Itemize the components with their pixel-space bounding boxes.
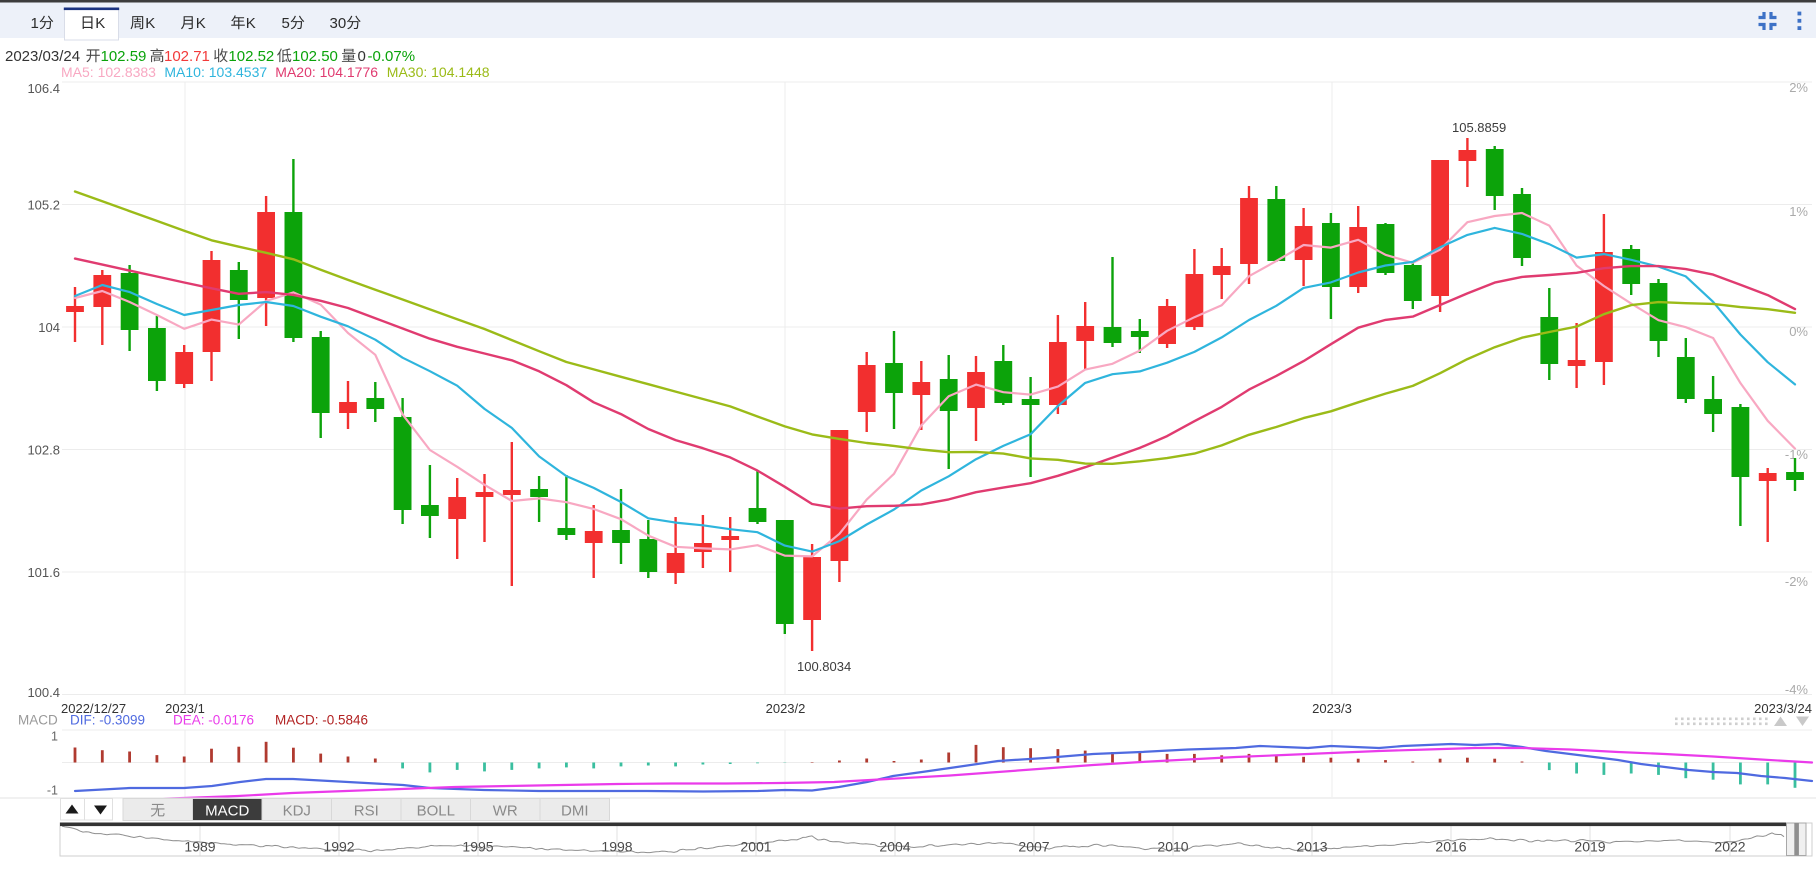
svg-text:K: K: [196, 15, 206, 32]
svg-text:5: 5: [282, 15, 290, 32]
svg-text:102.71: 102.71: [164, 48, 210, 65]
svg-text:MACD: MACD: [18, 713, 58, 728]
svg-text:2023/1: 2023/1: [165, 701, 205, 716]
svg-text:102.50: 102.50: [292, 48, 338, 65]
svg-text:2023/03/24: 2023/03/24: [5, 48, 80, 65]
svg-text:100.4: 100.4: [27, 685, 60, 700]
svg-text:102.52: 102.52: [228, 48, 274, 65]
svg-text:102.8: 102.8: [27, 443, 60, 458]
svg-text:RSI: RSI: [354, 803, 379, 820]
svg-text:2004: 2004: [879, 839, 910, 855]
svg-text:100.8034: 100.8034: [797, 659, 851, 674]
svg-text:1%: 1%: [1789, 204, 1808, 219]
svg-text:MACD: -0.5846: MACD: -0.5846: [275, 713, 368, 728]
svg-text:2023/3: 2023/3: [1312, 701, 1352, 716]
svg-text:K: K: [95, 15, 105, 32]
svg-text:2001: 2001: [740, 839, 771, 855]
svg-text:-1%: -1%: [1785, 447, 1809, 462]
svg-text:101.6: 101.6: [27, 565, 60, 580]
svg-text:30: 30: [330, 15, 347, 32]
svg-text:2023/2: 2023/2: [766, 701, 806, 716]
svg-text:2010: 2010: [1157, 839, 1188, 855]
svg-text:-1: -1: [47, 784, 58, 798]
svg-text:104: 104: [38, 320, 60, 335]
svg-text:BOLL: BOLL: [417, 803, 455, 820]
svg-text:105.8859: 105.8859: [1452, 120, 1506, 135]
svg-text:102.59: 102.59: [101, 48, 147, 65]
svg-text:2013: 2013: [1296, 839, 1327, 855]
svg-text:K: K: [145, 15, 155, 32]
svg-text:-4%: -4%: [1785, 682, 1809, 697]
svg-text:1995: 1995: [462, 839, 493, 855]
svg-text:1: 1: [31, 15, 39, 32]
svg-text:2022: 2022: [1714, 839, 1745, 855]
svg-text:2%: 2%: [1789, 80, 1808, 95]
svg-text:2016: 2016: [1435, 839, 1466, 855]
svg-text:2007: 2007: [1018, 839, 1049, 855]
svg-text:1992: 1992: [323, 839, 354, 855]
svg-text:MA30: 104.1448: MA30: 104.1448: [387, 64, 490, 80]
svg-text:MACD: MACD: [205, 803, 249, 820]
svg-text:105.2: 105.2: [27, 198, 60, 213]
svg-text:-2%: -2%: [1785, 574, 1809, 589]
svg-text:DMI: DMI: [561, 803, 589, 820]
svg-text:106.4: 106.4: [27, 81, 60, 96]
svg-text:2019: 2019: [1574, 839, 1605, 855]
svg-text:1989: 1989: [184, 839, 215, 855]
svg-text:MA10: 103.4537: MA10: 103.4537: [164, 64, 267, 80]
svg-text:2023/3/24: 2023/3/24: [1754, 701, 1812, 716]
svg-text:0%: 0%: [1789, 324, 1808, 339]
svg-text:-0.07%: -0.07%: [368, 48, 416, 65]
svg-text:1: 1: [51, 730, 58, 744]
svg-text:MA5: 102.8383: MA5: 102.8383: [61, 64, 156, 80]
svg-text:K: K: [246, 15, 256, 32]
svg-text:2022/12/27: 2022/12/27: [61, 701, 126, 716]
svg-text:1998: 1998: [601, 839, 632, 855]
svg-text:0: 0: [358, 48, 366, 65]
svg-text:WR: WR: [493, 803, 518, 820]
svg-text:DEA: -0.0176: DEA: -0.0176: [173, 713, 254, 728]
svg-text:MA20: 104.1776: MA20: 104.1776: [275, 64, 378, 80]
svg-text:KDJ: KDJ: [283, 803, 311, 820]
svg-text:DIF: -0.3099: DIF: -0.3099: [70, 713, 145, 728]
